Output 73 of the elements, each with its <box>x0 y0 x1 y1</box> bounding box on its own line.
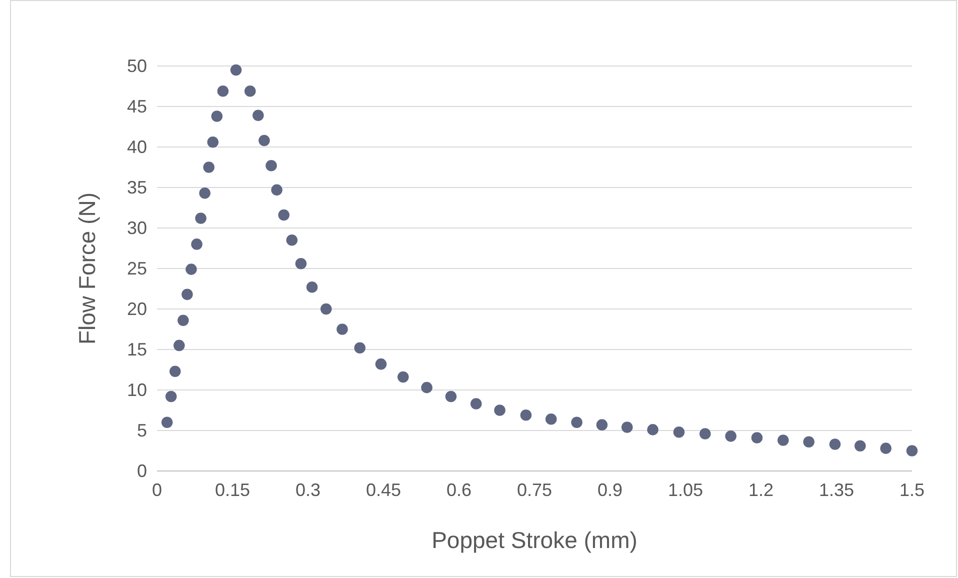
y-tick-label: 25 <box>126 258 147 278</box>
x-tick-label: 0.6 <box>446 480 472 500</box>
y-tick-label: 30 <box>126 218 147 238</box>
point <box>520 409 532 421</box>
point <box>286 234 298 246</box>
point <box>230 64 242 76</box>
point <box>306 282 318 293</box>
point <box>854 440 866 452</box>
point <box>470 398 482 410</box>
point <box>725 430 736 442</box>
point <box>271 184 282 196</box>
point <box>494 404 506 416</box>
point <box>778 434 789 446</box>
y-tick-label: 15 <box>126 339 147 360</box>
point <box>178 314 189 326</box>
point <box>258 134 270 146</box>
point <box>421 382 432 394</box>
point <box>621 422 633 433</box>
y-tick-label: 0 <box>136 460 147 481</box>
point <box>596 419 608 430</box>
point <box>182 288 193 300</box>
point <box>829 438 841 450</box>
point <box>647 424 658 436</box>
x-axis-title: Poppet Stroke (mm) <box>432 527 638 553</box>
point <box>295 258 307 270</box>
point <box>906 445 918 456</box>
x-tick-label: 1.2 <box>748 480 774 500</box>
point <box>673 426 685 438</box>
x-tick-label: 1.5 <box>899 480 925 500</box>
y-tick-label: 50 <box>126 56 147 76</box>
point <box>252 110 264 122</box>
x-tick-label: 1.35 <box>818 480 854 500</box>
point <box>203 162 214 173</box>
point <box>195 212 206 224</box>
point <box>571 416 582 428</box>
y-tick-label: 10 <box>126 380 147 400</box>
point <box>320 303 332 315</box>
y-tick-label: 35 <box>126 177 147 198</box>
point <box>244 85 256 97</box>
x-tick-label: 0 <box>152 480 162 500</box>
x-tick-label: 0.9 <box>597 480 623 500</box>
point <box>186 264 197 275</box>
y-tick-label: 40 <box>126 136 147 157</box>
point <box>445 390 457 402</box>
point <box>217 85 229 97</box>
point <box>266 160 277 172</box>
y-tick-label: 45 <box>126 96 147 116</box>
point <box>397 371 409 383</box>
point <box>336 324 348 335</box>
x-tick-label: 0.75 <box>516 480 552 500</box>
point <box>191 238 202 250</box>
point <box>375 358 387 370</box>
y-tick-label: 20 <box>126 298 147 319</box>
x-tick-label: 0.15 <box>214 480 250 500</box>
point <box>751 432 763 444</box>
point <box>278 209 290 221</box>
point <box>207 136 219 148</box>
point <box>354 342 366 354</box>
x-tick-label: 1.05 <box>668 480 704 500</box>
x-tick-label: 0.45 <box>366 480 402 500</box>
point <box>545 414 557 425</box>
point <box>174 340 185 352</box>
point <box>165 390 177 402</box>
point <box>169 366 181 377</box>
y-tick-label: 5 <box>136 420 147 440</box>
point <box>161 416 173 428</box>
point <box>211 110 223 122</box>
point <box>699 428 711 440</box>
y-axis-title: Flow Force (N) <box>74 192 100 345</box>
point <box>880 442 892 454</box>
point <box>803 436 814 448</box>
point <box>199 188 210 199</box>
x-tick-label: 0.3 <box>295 480 321 500</box>
